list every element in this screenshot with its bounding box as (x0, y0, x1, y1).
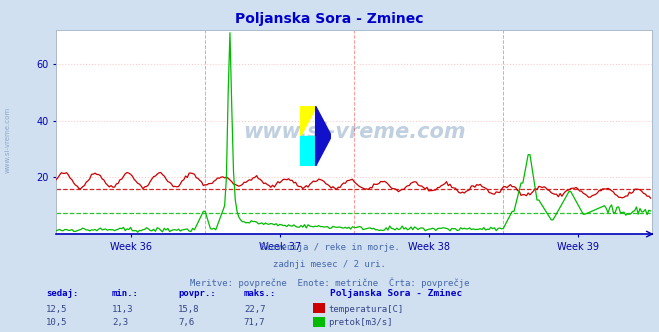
Polygon shape (316, 106, 331, 166)
Text: maks.:: maks.: (244, 289, 276, 298)
Text: www.si-vreme.com: www.si-vreme.com (243, 122, 465, 142)
Text: min.:: min.: (112, 289, 139, 298)
Text: povpr.:: povpr.: (178, 289, 215, 298)
Text: Poljanska Sora - Zminec: Poljanska Sora - Zminec (235, 12, 424, 26)
Text: Poljanska Sora - Zminec: Poljanska Sora - Zminec (330, 289, 462, 298)
Text: 2,3: 2,3 (112, 318, 128, 327)
Text: 10,5: 10,5 (46, 318, 68, 327)
Text: 12,5: 12,5 (46, 305, 68, 314)
Text: 11,3: 11,3 (112, 305, 134, 314)
Polygon shape (300, 136, 316, 166)
Text: temperatura[C]: temperatura[C] (328, 305, 403, 314)
Text: 71,7: 71,7 (244, 318, 266, 327)
Polygon shape (300, 106, 316, 136)
Text: 22,7: 22,7 (244, 305, 266, 314)
Text: Meritve: povprečne  Enote: metrične  Črta: povprečje: Meritve: povprečne Enote: metrične Črta:… (190, 278, 469, 288)
Text: zadnji mesec / 2 uri.: zadnji mesec / 2 uri. (273, 260, 386, 269)
Text: 7,6: 7,6 (178, 318, 194, 327)
Text: www.si-vreme.com: www.si-vreme.com (5, 106, 11, 173)
Text: Slovenija / reke in morje.: Slovenija / reke in morje. (260, 243, 399, 252)
Text: sedaj:: sedaj: (46, 289, 78, 298)
Text: pretok[m3/s]: pretok[m3/s] (328, 318, 393, 327)
Text: 15,8: 15,8 (178, 305, 200, 314)
